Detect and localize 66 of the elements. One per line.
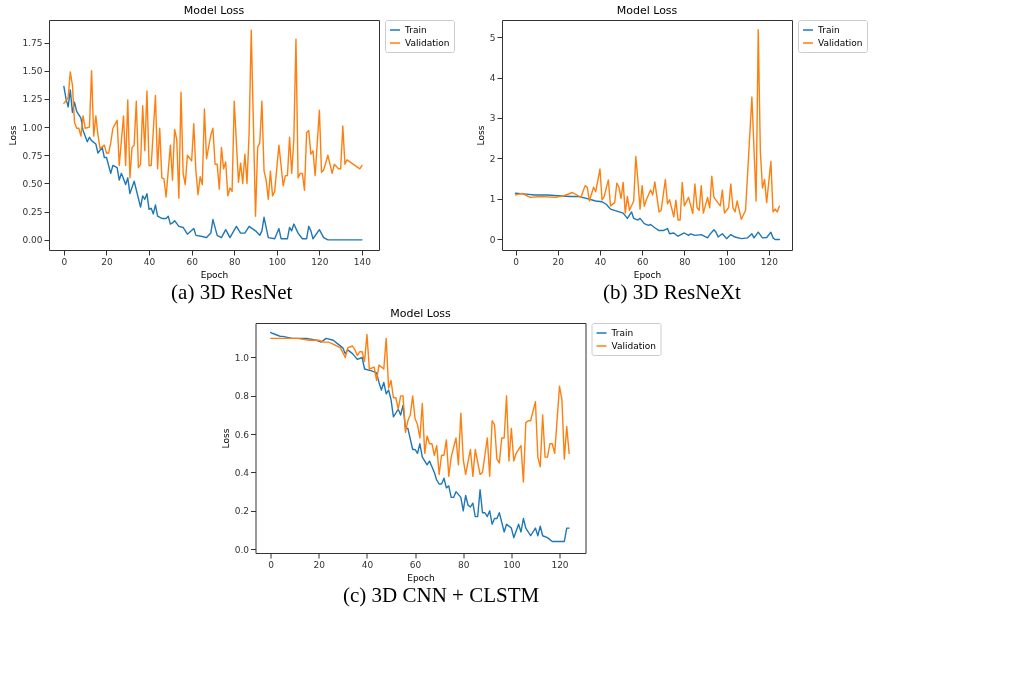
legend-label: Train bbox=[404, 25, 427, 35]
x-tick-label: 80 bbox=[679, 256, 691, 267]
line-series bbox=[63, 85, 363, 241]
x-axis-title: Epoch bbox=[200, 269, 229, 280]
y-tick-label: 1 bbox=[489, 194, 496, 205]
chart-title: Model Loss bbox=[616, 3, 678, 17]
chart-title: Model Loss bbox=[183, 3, 245, 17]
y-axis-title: Loss bbox=[8, 125, 19, 146]
line-series bbox=[63, 29, 363, 217]
x-tick-label: 80 bbox=[458, 559, 470, 570]
y-tick-label: 0.00 bbox=[22, 235, 43, 246]
y-tick-label: 5 bbox=[489, 32, 496, 43]
legend-label: Train bbox=[610, 328, 634, 338]
legend-label: Train bbox=[817, 25, 840, 35]
y-axis-title: Loss bbox=[475, 125, 486, 146]
y-tick-label: 0.4 bbox=[234, 468, 250, 478]
y-tick-label: 4 bbox=[489, 73, 496, 83]
y-tick-label: 2 bbox=[489, 153, 496, 164]
x-tick-label: 100 bbox=[268, 256, 287, 267]
y-axis-title: Loss bbox=[220, 428, 231, 449]
x-tick-label: 0 bbox=[268, 559, 275, 570]
y-tick-label: 0.0 bbox=[234, 544, 250, 555]
legend-label: Validation bbox=[611, 341, 656, 351]
line-series bbox=[269, 331, 570, 543]
y-tick-label: 1.75 bbox=[22, 38, 43, 49]
x-tick-label: 80 bbox=[229, 256, 241, 267]
line-series bbox=[269, 333, 570, 483]
y-tick-label: 1.00 bbox=[22, 122, 43, 133]
x-tick-label: 40 bbox=[143, 256, 156, 267]
x-tick-label: 60 bbox=[636, 256, 649, 267]
x-tick-label: 40 bbox=[361, 559, 374, 570]
x-tick-label: 140 bbox=[353, 256, 372, 267]
y-tick-label: 0 bbox=[489, 234, 496, 245]
x-tick-label: 100 bbox=[718, 256, 736, 267]
text: (b) 3D ResNeXt bbox=[603, 279, 741, 304]
line-series bbox=[514, 29, 781, 221]
chart-title: Model Loss bbox=[390, 306, 452, 320]
x-tick-label: 120 bbox=[551, 559, 569, 570]
x-tick-label: 0 bbox=[513, 256, 520, 267]
x-tick-label: 20 bbox=[101, 256, 113, 267]
y-tick-label: 0.25 bbox=[22, 207, 43, 218]
y-tick-label: 1.25 bbox=[22, 94, 43, 105]
x-tick-label: 40 bbox=[594, 256, 607, 267]
y-tick-label: 1.0 bbox=[234, 353, 250, 363]
y-tick-label: 0.75 bbox=[22, 150, 43, 161]
x-tick-label: 20 bbox=[313, 559, 326, 570]
y-tick-label: 0.50 bbox=[22, 178, 43, 189]
x-tick-label: 120 bbox=[760, 256, 779, 267]
text: (a) 3D ResNet bbox=[171, 279, 293, 304]
x-tick-label: 0 bbox=[61, 256, 68, 267]
x-tick-label: 60 bbox=[409, 559, 422, 570]
y-tick-label: 0.2 bbox=[234, 506, 249, 517]
x-axis-title: Epoch bbox=[407, 572, 435, 583]
x-axis-title: Epoch bbox=[633, 269, 662, 280]
line-series bbox=[514, 192, 781, 241]
y-tick-label: 1.50 bbox=[22, 66, 43, 77]
y-tick-label: 3 bbox=[489, 113, 496, 124]
y-tick-label: 0.6 bbox=[234, 429, 250, 440]
y-tick-label: 0.8 bbox=[234, 391, 250, 402]
legend-label: Validation bbox=[818, 38, 863, 48]
x-tick-label: 20 bbox=[552, 256, 565, 267]
legend-label: Validation bbox=[405, 38, 450, 48]
x-tick-label: 120 bbox=[311, 256, 329, 267]
x-tick-label: 100 bbox=[503, 559, 521, 570]
text: (c) 3D CNN + CLSTM bbox=[343, 582, 540, 607]
x-tick-label: 60 bbox=[186, 256, 199, 267]
